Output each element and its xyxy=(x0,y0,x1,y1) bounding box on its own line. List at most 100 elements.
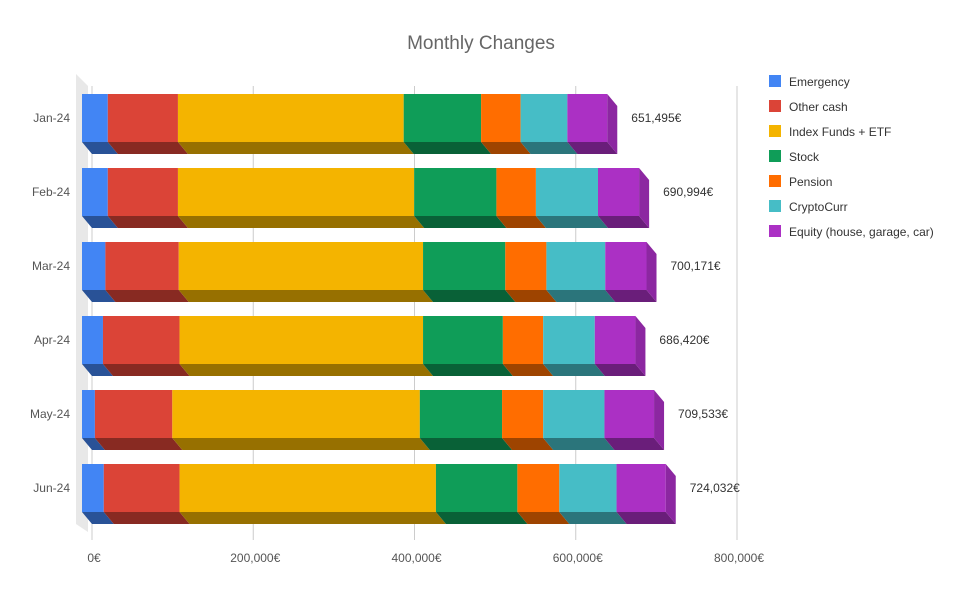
bar-group: 651,495€ Jan-24 xyxy=(33,94,682,154)
bar-segment xyxy=(543,316,595,364)
bar-segment xyxy=(82,316,103,364)
legend-label: Other cash xyxy=(789,100,848,114)
legend-label: Equity (house, garage, car) xyxy=(789,225,934,239)
bar-segment xyxy=(496,168,536,216)
y-tick-label: Apr-24 xyxy=(34,333,70,347)
bar-segment xyxy=(403,94,482,142)
bar-segment-depth xyxy=(567,142,618,154)
bar-segment-depth xyxy=(496,216,546,228)
legend-swatch xyxy=(769,175,781,187)
x-tick-label: 600,000€ xyxy=(553,551,603,565)
bar-segment xyxy=(107,168,178,216)
bar-group: 686,420€ Apr-24 xyxy=(34,316,710,376)
bar-segment-depth xyxy=(103,512,190,524)
legend-swatch xyxy=(769,100,781,112)
legend-swatch xyxy=(769,225,781,237)
bar-segment-depth xyxy=(605,290,657,302)
legend-item: Other cash xyxy=(769,100,848,114)
chart-title: Monthly Changes xyxy=(407,33,555,54)
legend-label: CryptoCurr xyxy=(789,200,848,214)
bar-segment-depth xyxy=(559,512,627,524)
bar-segment xyxy=(82,94,108,142)
bar-segment xyxy=(94,390,173,438)
legend-item: CryptoCurr xyxy=(769,200,848,214)
bar-segment xyxy=(177,94,404,142)
bar-segment-depth xyxy=(543,438,615,450)
bar-segment xyxy=(177,168,415,216)
bar-total-label: 700,171€ xyxy=(671,259,721,273)
bar-segment xyxy=(179,316,424,364)
bar-segment xyxy=(105,242,179,290)
bar-segment-depth xyxy=(435,512,528,524)
bar-segment xyxy=(616,464,666,512)
legend-item: Emergency xyxy=(769,75,850,89)
bar-segment-depth xyxy=(82,290,116,302)
bar-segment-depth xyxy=(502,438,554,450)
legend-item: Equity (house, garage, car) xyxy=(769,225,934,239)
bar-total-label: 651,495€ xyxy=(631,111,681,125)
bar-segment-depth xyxy=(177,216,425,228)
bar-segment-depth xyxy=(423,290,516,302)
bar-segment xyxy=(172,390,420,438)
bar-segment-depth xyxy=(107,142,188,154)
bar-end-face xyxy=(665,464,676,524)
bar-segment xyxy=(594,316,636,364)
bar-segment-depth xyxy=(107,216,188,228)
x-tick-label: 800,000€ xyxy=(714,551,764,565)
bar-segment xyxy=(423,316,503,364)
bar-segment xyxy=(82,242,106,290)
bar-segment-depth xyxy=(102,364,190,376)
bar-segment xyxy=(546,242,606,290)
bar-segment xyxy=(414,168,497,216)
bar-segment xyxy=(535,168,598,216)
bar-segment xyxy=(520,94,568,142)
bar-segment-depth xyxy=(543,364,605,376)
bar-segment xyxy=(82,390,95,438)
bar-segment xyxy=(107,94,178,142)
bar-segment xyxy=(423,242,506,290)
bar-segment xyxy=(598,168,640,216)
bar-segment xyxy=(419,390,503,438)
plot-area: 0€ 200,000€ 400,000€ 600,000€ 800,000€ 651,49… xyxy=(30,74,764,565)
bar-segment xyxy=(82,464,104,512)
bar-segment-depth xyxy=(414,216,507,228)
bar-segment-depth xyxy=(179,512,446,524)
bar-segment-depth xyxy=(403,142,492,154)
x-tick-label: 400,000€ xyxy=(391,551,441,565)
bar-end-face xyxy=(639,168,650,228)
bar-segment-depth xyxy=(502,364,554,376)
legend-label: Emergency xyxy=(789,75,850,89)
bar-segment-depth xyxy=(179,364,434,376)
bar-segment xyxy=(435,464,518,512)
bar-segment-depth xyxy=(82,438,105,450)
legend-item: Stock xyxy=(769,150,820,164)
y-tick-label: Jun-24 xyxy=(33,481,70,495)
bar-segment-depth xyxy=(177,142,414,154)
bar-segment-depth xyxy=(598,216,650,228)
bar-end-face xyxy=(654,390,665,450)
bar-end-face xyxy=(646,242,657,302)
bar-total-label: 709,533€ xyxy=(678,407,728,421)
bar-group: 690,994€ Feb-24 xyxy=(32,168,713,228)
bar-segment-depth xyxy=(546,290,616,302)
bar-end-face xyxy=(635,316,646,376)
bar-segment xyxy=(505,242,547,290)
bar-segment-depth xyxy=(94,438,183,450)
bar-segment-depth xyxy=(82,142,118,154)
bar-segment xyxy=(178,242,424,290)
bar-segment-depth xyxy=(616,512,676,524)
y-tick-label: Mar-24 xyxy=(32,259,70,273)
bar-segment xyxy=(179,464,436,512)
legend-item: Pension xyxy=(769,175,832,189)
bar-segment-depth xyxy=(423,364,513,376)
bar-segment xyxy=(502,390,544,438)
bar-segment-depth xyxy=(172,438,430,450)
bar-segment xyxy=(502,316,544,364)
bar-segment xyxy=(481,94,521,142)
bar-group: 700,171€ Mar-24 xyxy=(32,242,721,302)
bar-segment xyxy=(559,464,617,512)
legend-swatch xyxy=(769,150,781,162)
legend-label: Index Funds + ETF xyxy=(789,125,891,139)
bar-segment-depth xyxy=(517,512,570,524)
